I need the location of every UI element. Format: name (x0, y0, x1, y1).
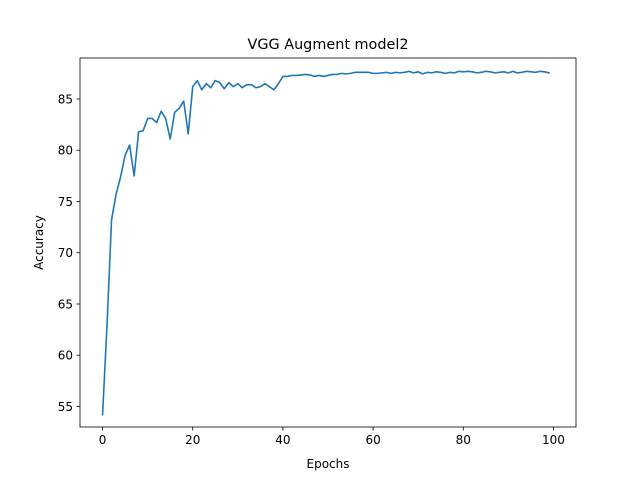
plot-area (101, 70, 550, 416)
x-tick-label: 80 (456, 433, 471, 447)
x-tick-label: 20 (185, 433, 200, 447)
series-line-0 (101, 70, 550, 416)
y-tick-label: 55 (58, 400, 73, 414)
x-tick-label: 40 (275, 433, 290, 447)
y-tick-label: 75 (58, 195, 73, 209)
x-tick-label: 0 (99, 433, 107, 447)
axes-frame (79, 57, 577, 428)
y-tick-label: 60 (58, 349, 73, 363)
x-axis-label: Epochs (307, 457, 350, 471)
y-tick-label: 70 (58, 246, 73, 260)
y-tick-label: 85 (58, 92, 73, 106)
y-tick-label: 65 (58, 297, 73, 311)
y-axis-label: Accuracy (32, 215, 46, 270)
y-tick-label: 80 (58, 144, 73, 158)
axis-ticks: 0 20 40 60 80 100 55 60 65 70 75 80 85 (58, 92, 565, 447)
chart-title: VGG Augment model2 (248, 37, 409, 53)
x-tick-label: 60 (365, 433, 380, 447)
x-tick-label: 100 (542, 433, 565, 447)
